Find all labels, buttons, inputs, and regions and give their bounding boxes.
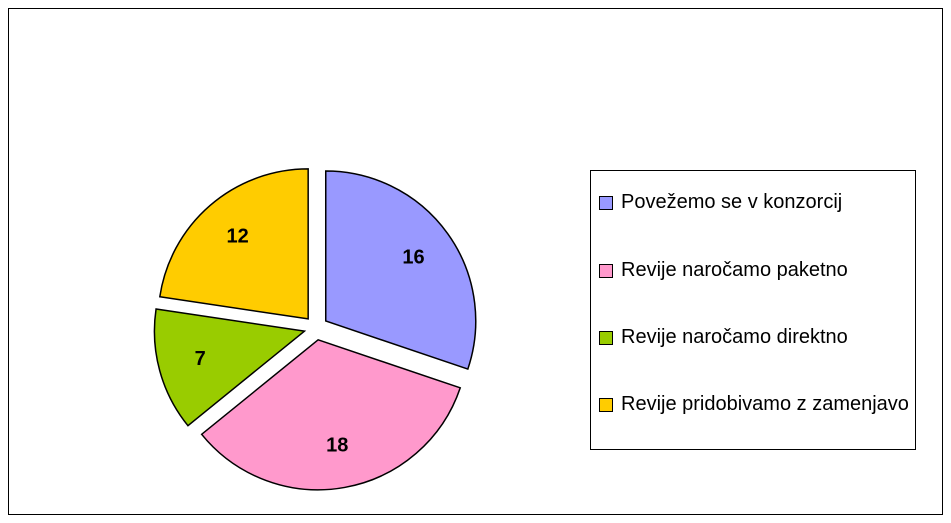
pie-slice <box>153 308 307 427</box>
legend-swatch <box>599 196 613 210</box>
legend-entry: Revije naročamo direktno <box>599 324 921 351</box>
pie-slice <box>158 168 309 320</box>
legend-swatch <box>599 264 613 278</box>
legend: Povežemo se v konzorcij Revije naročamo p… <box>590 170 916 450</box>
legend-entry: Revije naročamo paketno <box>599 257 921 284</box>
legend-label: Povežemo se v konzorcij <box>621 191 843 213</box>
pie-slice <box>200 338 462 491</box>
data-label: 7 <box>195 348 206 370</box>
legend-label: Revije pridobivamo z zamenjavo <box>621 393 909 415</box>
data-label: 12 <box>227 225 249 247</box>
legend-swatch <box>599 398 613 412</box>
legend-entry: Revije pridobivamo z zamenjavo <box>599 391 921 418</box>
legend-swatch <box>599 331 613 345</box>
legend-label: Revije naročamo paketno <box>621 259 848 281</box>
data-label: 18 <box>326 434 348 456</box>
legend-label: Revije naročamo direktno <box>621 326 848 348</box>
legend-entry: Povežemo se v konzorcij <box>599 189 921 216</box>
data-label: 16 <box>402 246 424 268</box>
pie-slice <box>325 170 477 370</box>
frame <box>8 8 943 515</box>
